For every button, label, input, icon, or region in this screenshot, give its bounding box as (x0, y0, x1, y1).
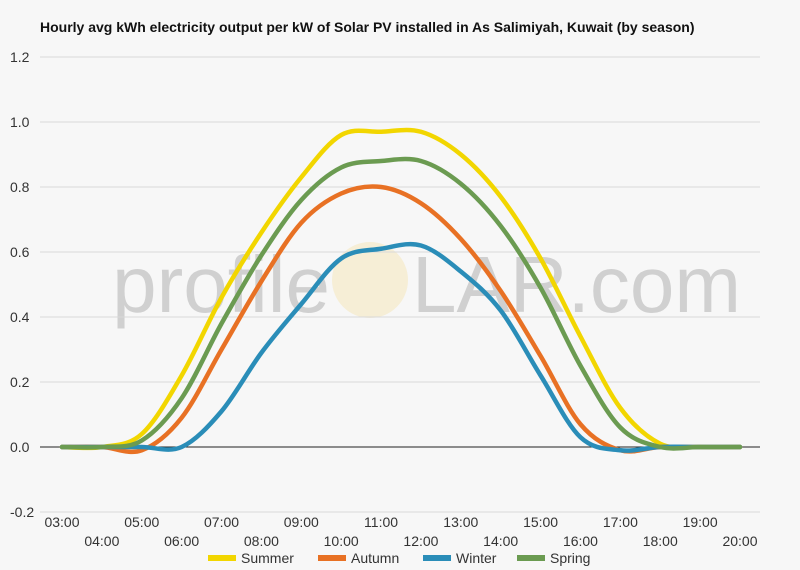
legend-label: Spring (550, 550, 590, 566)
x-tick-label: 11:00 (364, 514, 398, 530)
legend-item-winter: Winter (423, 550, 497, 566)
y-tick-label: 0.8 (10, 179, 30, 195)
x-tick-label: 08:00 (244, 533, 279, 549)
x-tick-label: 20:00 (722, 533, 757, 549)
legend-item-summer: Summer (208, 550, 294, 566)
watermark-sun-icon (332, 242, 408, 318)
legend-label: Autumn (351, 550, 399, 566)
legend-label: Winter (456, 550, 497, 566)
x-tick-label: 17:00 (603, 514, 638, 530)
x-tick-label: 16:00 (563, 533, 598, 549)
x-tick-label: 12:00 (403, 533, 438, 549)
x-tick-label: 05:00 (124, 514, 159, 530)
y-tick-label: 1.0 (10, 114, 30, 130)
y-tick-label: 0.2 (10, 374, 30, 390)
legend-swatch (318, 555, 346, 561)
x-tick-label: 10:00 (324, 533, 359, 549)
legend-label: Summer (241, 550, 294, 566)
chart-title: Hourly avg kWh electricity output per kW… (40, 19, 695, 35)
x-tick-label: 09:00 (284, 514, 319, 530)
legend-item-autumn: Autumn (318, 550, 399, 566)
x-tick-label: 14:00 (483, 533, 518, 549)
x-tick-label: 04:00 (84, 533, 119, 549)
series-line-winter (59, 241, 743, 453)
y-tick-label: 1.2 (10, 49, 30, 65)
series-line-spring (59, 156, 743, 451)
watermark-left: profile (112, 240, 330, 329)
legend-item-spring: Spring (517, 550, 590, 566)
x-tick-label: 19:00 (683, 514, 718, 530)
legend-swatch (517, 555, 545, 561)
x-tick-label: 18:00 (643, 533, 678, 549)
y-tick-label: 0.4 (10, 309, 30, 325)
x-tick-label: 03:00 (44, 514, 79, 530)
x-tick-label: 06:00 (164, 533, 199, 549)
x-tick-label: 13:00 (443, 514, 478, 530)
y-tick-label: -0.2 (10, 504, 34, 520)
y-tick-label: 0.0 (10, 439, 30, 455)
legend-swatch (423, 555, 451, 561)
y-tick-label: 0.6 (10, 244, 30, 260)
x-tick-label: 07:00 (204, 514, 239, 530)
watermark-right: LAR.com (412, 240, 741, 329)
legend-swatch (208, 555, 236, 561)
x-tick-label: 15:00 (523, 514, 558, 530)
series-line-summer (59, 127, 743, 451)
